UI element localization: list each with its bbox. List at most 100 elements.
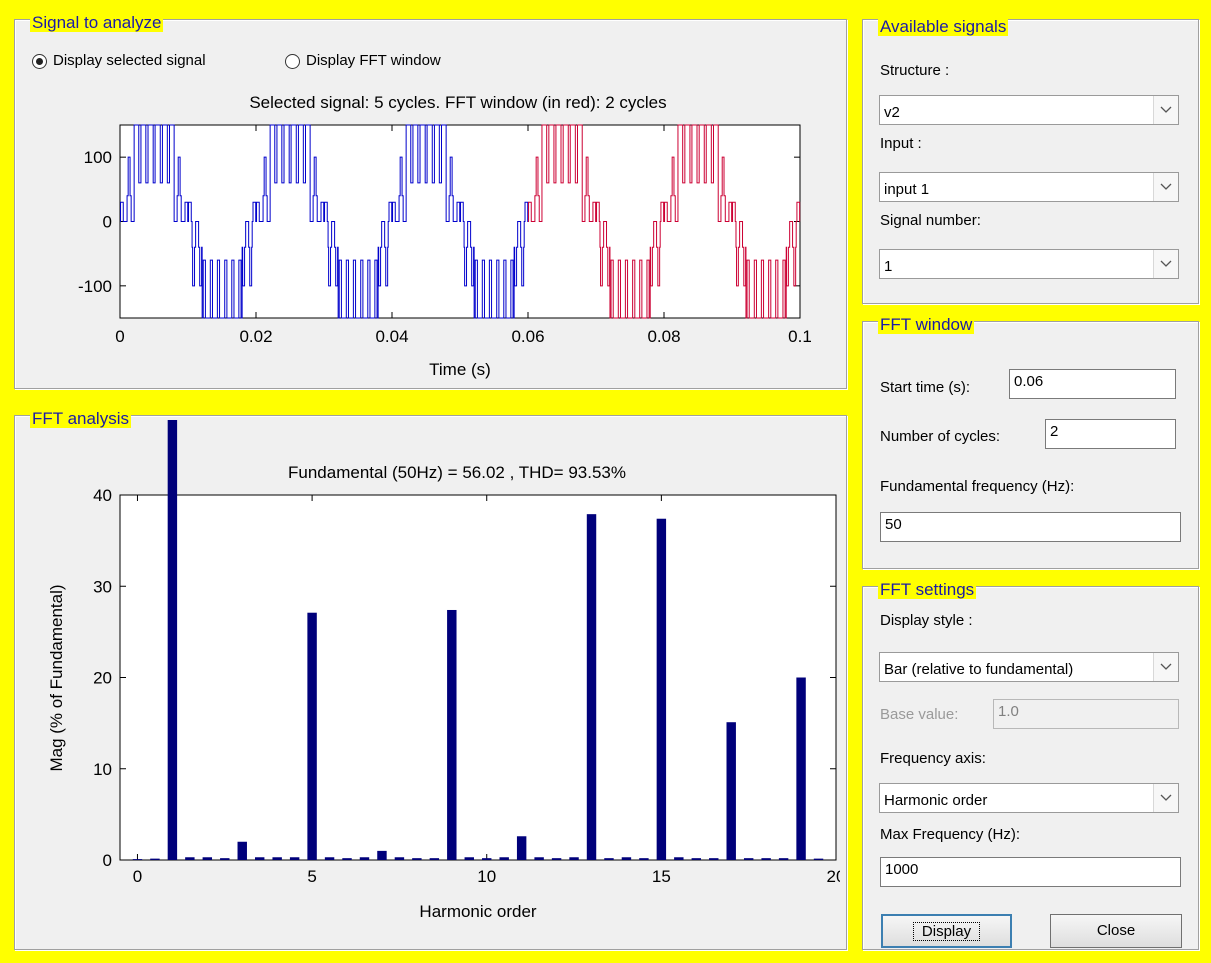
fft-bar xyxy=(604,858,614,860)
y-tick-label: 0 xyxy=(103,213,112,232)
display-selected-signal-label[interactable]: Display selected signal xyxy=(53,52,206,69)
fft-bar xyxy=(569,857,579,860)
x-tick-label: 0.06 xyxy=(511,327,544,346)
y-tick-label: 0 xyxy=(103,851,112,870)
fft-bar xyxy=(516,836,527,860)
frequency-axis-value: Harmonic order xyxy=(884,792,988,809)
fft-bar xyxy=(499,857,509,860)
display-fft-window-radio[interactable] xyxy=(285,54,300,69)
signal-panel-title: Signal to analyze xyxy=(30,13,164,32)
display-selected-signal-radio[interactable] xyxy=(32,54,47,69)
fft-plot-axes xyxy=(119,494,837,861)
fft-bar xyxy=(534,857,544,860)
x-tick-label: 0.02 xyxy=(239,327,272,346)
frequency-axis-dropdown[interactable]: Harmonic order xyxy=(879,783,1179,813)
fft-bar xyxy=(167,420,178,860)
fft-bar xyxy=(761,858,771,860)
fft-bar xyxy=(220,858,230,860)
fft-bar xyxy=(150,858,160,860)
signal-number-dropdown[interactable]: 1 xyxy=(879,249,1179,279)
fft-bar xyxy=(656,518,667,860)
start-time-input[interactable]: 0.06 xyxy=(1009,369,1176,399)
fft-bar xyxy=(394,857,405,860)
fundamental-frequency-input[interactable]: 50 xyxy=(880,512,1181,542)
display-style-value: Bar (relative to fundamental) xyxy=(884,661,1074,678)
x-tick-label: 0.1 xyxy=(788,327,812,346)
chevron-down-icon[interactable] xyxy=(1153,250,1178,278)
fft-bar xyxy=(237,841,247,860)
frequency-axis-label: Frequency axis: xyxy=(880,750,986,767)
fft-bar xyxy=(289,857,300,860)
fft-plot-title: Fundamental (50Hz) = 56.02 , THD= 93.53% xyxy=(288,463,626,482)
fft-bar xyxy=(342,858,352,860)
fft-bar xyxy=(447,609,457,860)
fft-bar xyxy=(726,722,736,860)
structure-label: Structure : xyxy=(880,62,950,79)
y-tick-label: 40 xyxy=(93,486,112,505)
fft-bar xyxy=(482,858,492,860)
input-label: Input : xyxy=(880,135,922,152)
y-tick-label: -100 xyxy=(78,277,112,296)
number-of-cycles-label: Number of cycles: xyxy=(880,428,1001,445)
y-tick-label: 10 xyxy=(93,760,112,779)
x-tick-label: 10 xyxy=(477,867,496,886)
display-style-label: Display style : xyxy=(880,612,973,629)
signal-plot-title: Selected signal: 5 cycles. FFT window (i… xyxy=(249,93,666,112)
signal-groupbox xyxy=(14,19,847,389)
signal-number-value: 1 xyxy=(884,258,893,275)
fft-bar xyxy=(185,857,195,860)
close-button[interactable]: Close xyxy=(1050,914,1182,948)
y-tick-label: 100 xyxy=(84,148,112,167)
chevron-down-icon[interactable] xyxy=(1153,96,1178,124)
fft-settings-groupbox xyxy=(862,586,1199,950)
display-button-label: Display xyxy=(912,922,981,941)
fft-bar xyxy=(778,858,789,860)
fft-bar xyxy=(551,858,562,860)
fft-bar xyxy=(796,677,806,860)
max-frequency-label: Max Frequency (Hz): xyxy=(880,826,1021,843)
fft-settings-panel xyxy=(862,586,1199,950)
fft-bar xyxy=(412,858,422,860)
fft-bar xyxy=(621,857,632,860)
signal-plot: Selected signal: 5 cycles. FFT window (i… xyxy=(78,93,812,379)
fft-window-title: FFT window xyxy=(878,315,975,334)
fft-bar xyxy=(377,850,387,861)
max-frequency-input[interactable]: 1000 xyxy=(880,857,1181,887)
base-value-input: 1.0 xyxy=(993,699,1179,729)
signal-series-blue xyxy=(120,124,529,319)
fft-groupbox xyxy=(14,415,847,950)
x-tick-label: 0 xyxy=(115,327,124,346)
fft-bar xyxy=(691,858,702,860)
fft-bar xyxy=(813,858,824,860)
chevron-down-icon[interactable] xyxy=(1153,173,1178,201)
input-value: input 1 xyxy=(884,181,930,198)
display-button[interactable]: Display xyxy=(881,914,1012,948)
fft-bar xyxy=(464,857,474,860)
structure-value: v2 xyxy=(884,104,900,121)
chevron-down-icon[interactable] xyxy=(1153,653,1178,681)
fft-bar xyxy=(307,612,317,860)
fundamental-frequency-label: Fundamental frequency (Hz): xyxy=(880,478,1075,495)
structure-dropdown[interactable]: v2 xyxy=(879,95,1179,125)
fft-bar xyxy=(709,858,719,860)
fft-bar xyxy=(202,857,213,860)
fft-bar xyxy=(639,858,649,860)
chevron-down-icon[interactable] xyxy=(1153,784,1178,812)
fft-bar xyxy=(674,857,684,860)
signal-plot-xlabel: Time (s) xyxy=(429,360,491,379)
input-dropdown[interactable]: input 1 xyxy=(879,172,1179,202)
display-style-dropdown[interactable]: Bar (relative to fundamental) xyxy=(879,652,1179,682)
available-signals-groupbox xyxy=(862,19,1199,304)
fft-bar xyxy=(743,858,754,860)
x-tick-label: 0.08 xyxy=(647,327,680,346)
x-tick-label: 0 xyxy=(133,867,142,886)
number-of-cycles-input[interactable]: 2 xyxy=(1045,419,1176,449)
display-fft-window-label[interactable]: Display FFT window xyxy=(306,52,441,69)
fft-settings-title: FFT settings xyxy=(878,580,977,599)
fft-bar xyxy=(429,858,440,860)
fft-plot-ylabel: Mag (% of Fundamental) xyxy=(47,584,66,771)
x-tick-label: 0.04 xyxy=(375,327,408,346)
fft-bar xyxy=(132,859,143,860)
start-time-label: Start time (s): xyxy=(880,379,971,396)
x-tick-label: 20 xyxy=(827,867,840,886)
